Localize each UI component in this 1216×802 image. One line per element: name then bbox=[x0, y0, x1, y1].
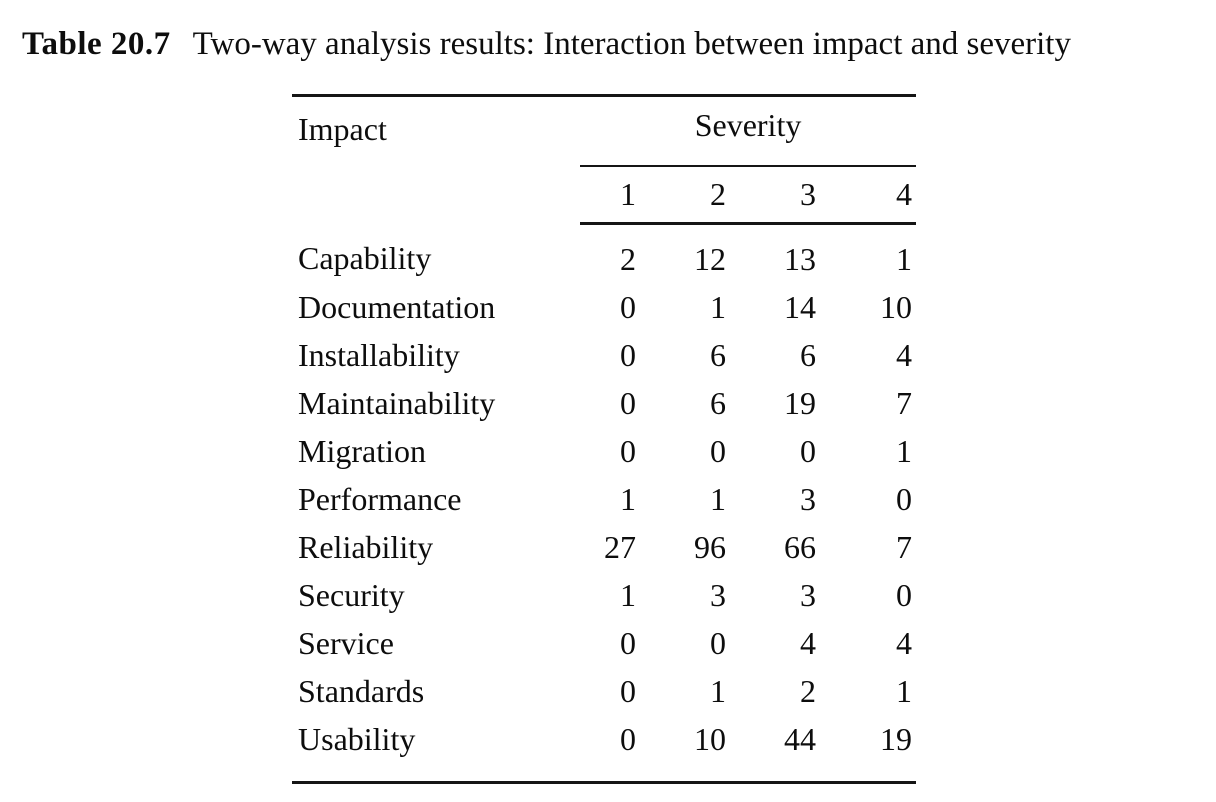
severity-count: 1 bbox=[896, 672, 913, 709]
severity-count: 14 bbox=[784, 288, 816, 325]
severity-count: 0 bbox=[620, 288, 636, 325]
header-row-levels: 1 2 3 4 bbox=[292, 166, 917, 225]
impact-label: Migration bbox=[298, 432, 426, 469]
severity-count: 13 bbox=[784, 240, 816, 277]
severity-count: 3 bbox=[800, 576, 816, 613]
severity-count: 96 bbox=[694, 528, 726, 565]
severity-count: 19 bbox=[784, 384, 816, 421]
severity-count: 2 bbox=[800, 672, 816, 709]
impact-severity-table: Impact Severity 1 2 3 4 Capability 2 12 13 1… bbox=[292, 94, 917, 784]
severity-level-2: 2 bbox=[640, 166, 730, 225]
impact-label: Performance bbox=[298, 480, 462, 517]
severity-count: 1 bbox=[896, 432, 913, 469]
severity-count: 0 bbox=[620, 624, 636, 661]
impact-label: Reliability bbox=[298, 528, 434, 565]
severity-count: 4 bbox=[896, 624, 913, 661]
impact-label: Security bbox=[298, 576, 405, 613]
severity-count: 3 bbox=[710, 576, 726, 613]
table-caption: Table 20.7 Two-way analysis results: Inte… bbox=[22, 24, 1071, 64]
severity-count: 10 bbox=[694, 720, 726, 757]
table-row: Service 0 0 4 4 bbox=[292, 619, 916, 667]
impact-label: Service bbox=[298, 624, 394, 661]
table-row: Performance 1 1 3 0 bbox=[292, 475, 916, 523]
severity-count: 4 bbox=[800, 624, 816, 661]
severity-count: 2 bbox=[620, 240, 636, 277]
severity-count: 0 bbox=[620, 432, 636, 469]
header-row-group: Impact Severity bbox=[292, 95, 917, 167]
severity-count: 0 bbox=[896, 480, 913, 517]
severity-level-4: 4 bbox=[820, 166, 917, 225]
severity-count: 1 bbox=[710, 480, 726, 517]
severity-count: 1 bbox=[710, 288, 726, 325]
table-caption-number: Table 20.7 bbox=[22, 26, 171, 62]
table-header: Impact Severity 1 2 3 4 bbox=[292, 95, 917, 225]
severity-count: 0 bbox=[620, 384, 636, 421]
severity-count: 0 bbox=[710, 624, 726, 661]
severity-group-header: Severity bbox=[580, 95, 917, 167]
severity-count: 1 bbox=[896, 240, 913, 277]
severity-count: 7 bbox=[896, 384, 913, 421]
severity-count: 0 bbox=[710, 432, 726, 469]
table-row: Reliability 27 96 66 7 bbox=[292, 523, 916, 571]
severity-count: 6 bbox=[710, 336, 726, 373]
table-row: Maintainability 0 6 19 7 bbox=[292, 379, 916, 427]
severity-count: 12 bbox=[694, 240, 726, 277]
severity-count: 0 bbox=[620, 672, 636, 709]
severity-count: 7 bbox=[896, 528, 913, 565]
severity-count: 0 bbox=[620, 336, 636, 373]
impact-label: Installability bbox=[298, 336, 460, 373]
severity-count: 6 bbox=[800, 336, 816, 373]
severity-count: 4 bbox=[896, 336, 913, 373]
severity-count: 1 bbox=[620, 576, 636, 613]
severity-count: 1 bbox=[620, 480, 636, 517]
severity-count: 44 bbox=[784, 720, 816, 757]
table-body: Capability 2 12 13 1 Documentation 0 1 14 10 Insta… bbox=[292, 224, 916, 783]
severity-count: 27 bbox=[604, 528, 636, 565]
table-row: Standards 0 1 2 1 bbox=[292, 667, 916, 715]
table-caption-text: Two-way analysis results: Interaction be… bbox=[192, 26, 1071, 62]
severity-count: 6 bbox=[710, 384, 726, 421]
severity-count: 3 bbox=[800, 480, 816, 517]
severity-count: 10 bbox=[880, 288, 913, 325]
impact-label: Standards bbox=[298, 672, 425, 709]
table-row: Installability 0 6 6 4 bbox=[292, 331, 916, 379]
severity-count: 0 bbox=[620, 720, 636, 757]
impact-column-header: Impact bbox=[298, 111, 387, 147]
impact-label: Usability bbox=[298, 720, 416, 757]
table-row: Documentation 0 1 14 10 bbox=[292, 283, 916, 331]
severity-level-3: 3 bbox=[730, 166, 820, 225]
severity-count: 66 bbox=[784, 528, 816, 565]
table-row: Capability 2 12 13 1 bbox=[292, 224, 916, 284]
severity-count: 1 bbox=[710, 672, 726, 709]
severity-level-1: 1 bbox=[580, 166, 640, 225]
impact-label: Capability bbox=[298, 239, 432, 276]
impact-label: Maintainability bbox=[298, 384, 496, 421]
impact-label: Documentation bbox=[298, 288, 496, 325]
table-row: Usability 0 10 44 19 bbox=[292, 715, 916, 783]
severity-count: 0 bbox=[800, 432, 816, 469]
severity-count: 19 bbox=[880, 720, 913, 757]
table-row: Security 1 3 3 0 bbox=[292, 571, 916, 619]
severity-count: 0 bbox=[896, 576, 913, 613]
table-row: Migration 0 0 0 1 bbox=[292, 427, 916, 475]
